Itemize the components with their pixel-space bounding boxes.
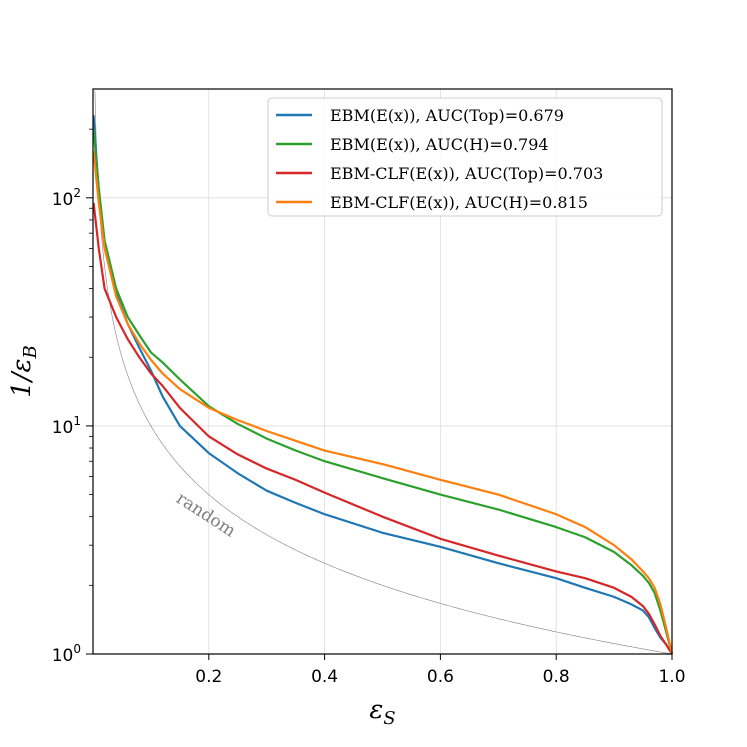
random-annotation: random <box>172 489 239 542</box>
x-tick-label: 0.8 <box>543 667 570 687</box>
series-line-3 <box>92 151 674 655</box>
x-axis-label: εS <box>369 695 395 729</box>
legend: EBM(E(x)), AUC(Top)=0.679 EBM(E(x)), AUC(… <box>267 97 663 217</box>
series-line-2 <box>92 202 673 655</box>
y-tick-label: 102 <box>52 186 81 210</box>
legend-box <box>267 97 663 217</box>
legend-entry: EBM(E(x)), AUC(Top)=0.679 <box>330 106 564 125</box>
legend-entry: EBM(E(x)), AUC(H)=0.794 <box>330 135 549 154</box>
x-tick-label: 0.2 <box>195 667 222 687</box>
y-axis-label: 1/εB <box>7 345 41 398</box>
legend-entry: EBM-CLF(E(x)), AUC(H)=0.815 <box>330 193 588 212</box>
plot-frame <box>92 88 673 655</box>
y-tick-label: 100 <box>52 642 81 666</box>
legend-entry: EBM-CLF(E(x)), AUC(Top)=0.703 <box>330 164 603 183</box>
x-axis: 0.2 0.4 0.6 0.8 1.0 <box>195 654 686 687</box>
x-tick-label: 1.0 <box>658 667 685 687</box>
random-reference-line <box>94 90 673 655</box>
series-line-1 <box>92 129 674 655</box>
x-tick-label: 0.6 <box>427 667 454 687</box>
x-tick-label: 0.4 <box>311 667 338 687</box>
y-tick-label: 101 <box>52 414 81 438</box>
y-axis: 100 101 102 <box>52 128 93 666</box>
